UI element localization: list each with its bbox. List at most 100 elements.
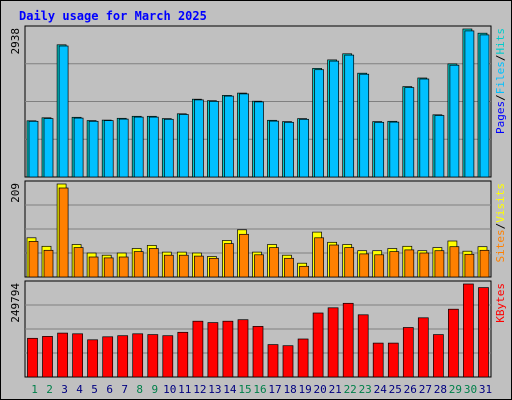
bar-kbytes [27,337,38,378]
bar-kbytes [57,332,68,378]
bar-files [103,120,114,178]
x-tick-label: 8 [136,383,143,396]
bar-sites [118,256,129,278]
x-tick-label: 18 [283,383,296,396]
legend-item: / [494,55,507,62]
bar-kbytes [252,326,264,378]
bar-kbytes [267,344,279,378]
bar-files [299,118,309,178]
bar-kbytes [433,334,444,378]
bar-kbytes [222,320,234,378]
bar-sites [224,243,234,278]
bar-files [464,30,475,178]
bar-kbytes [417,317,429,378]
bar-sites [389,251,400,278]
bar-files [73,117,84,178]
legend-item: / [494,94,507,101]
x-tick-label: 14 [223,383,237,396]
bar-kbytes [147,334,159,378]
bar-kbytes [463,283,474,378]
legend-item: Pages [494,101,507,134]
bar-files [148,116,159,178]
x-tick-label: 7 [121,383,128,396]
x-tick-label: 19 [298,383,311,396]
bar-sites [374,254,385,278]
bar-sites [73,247,84,278]
bar-kbytes [72,333,83,378]
bar-sites [148,248,159,278]
panel-visits: 209 Sites/Visits [9,180,507,278]
max-value-label: 209 [9,183,22,203]
bar-sites [194,255,204,278]
bar-files [163,118,174,178]
bar-kbytes [402,327,414,378]
bar-files [314,69,324,178]
bar-sites [434,250,445,278]
bar-files [133,116,144,178]
bar-kbytes [207,322,219,378]
bar-kbytes [312,312,324,378]
bar-kbytes [42,336,53,378]
bar-kbytes [132,333,144,378]
bar-files [239,93,249,178]
x-tick-label: 24 [374,383,388,396]
bar-files [419,78,430,178]
x-tick-label: 20 [313,383,326,396]
panel-kbytes: 249794 KBytes [9,280,507,378]
bar-kbytes [87,339,98,378]
panel-legend: Pages/Files/Hits [494,28,507,134]
bar-kbytes [387,342,399,378]
x-tick-label: 25 [389,383,402,396]
bar-kbytes [162,335,174,378]
chart-title: Daily usage for March 2025 [19,9,207,23]
x-tick-label: 4 [76,383,83,396]
bar-files [269,120,279,178]
x-tick-label: 13 [208,383,221,396]
x-tick-label: 26 [404,383,417,396]
bar-sites [28,241,39,278]
bar-kbytes [237,319,249,378]
bar-files [389,121,400,178]
bar-files [118,118,129,178]
bar-kbytes [282,345,294,378]
max-value-label: 249794 [9,283,22,323]
bar-sites [344,247,355,278]
bar-files [28,120,39,178]
bar-files [194,99,204,178]
legend-item: Sites [494,229,507,262]
bar-files [254,101,264,178]
bar-sites [329,244,339,278]
bar-kbytes [192,320,204,378]
bar-kbytes [117,335,129,378]
legend-item: Visits [494,183,507,223]
bar-files [374,121,385,178]
bar-sites [103,257,114,278]
legend-item: KBytes [494,283,507,323]
bar-files [43,118,54,178]
bar-sites [269,247,279,278]
bar-files [404,87,415,178]
bar-sites [58,187,69,278]
x-tick-label: 30 [464,383,477,396]
bar-sites [449,246,460,278]
bar-kbytes [342,302,354,378]
bar-sites [163,254,174,278]
bar-sites [359,253,370,278]
bar-sites [254,254,264,278]
bar-files [224,95,234,178]
bar-sites [209,257,219,278]
x-tick-label: 15 [238,383,251,396]
bar-sites [404,249,415,278]
x-tick-label: 23 [359,383,372,396]
bar-sites [314,237,324,278]
x-tick-label: 29 [449,383,462,396]
x-tick-label: 3 [61,383,68,396]
bar-files [479,34,490,178]
bar-sites [239,233,249,278]
bar-sites [88,256,99,278]
bar-files [178,114,189,178]
bar-kbytes [102,336,114,378]
